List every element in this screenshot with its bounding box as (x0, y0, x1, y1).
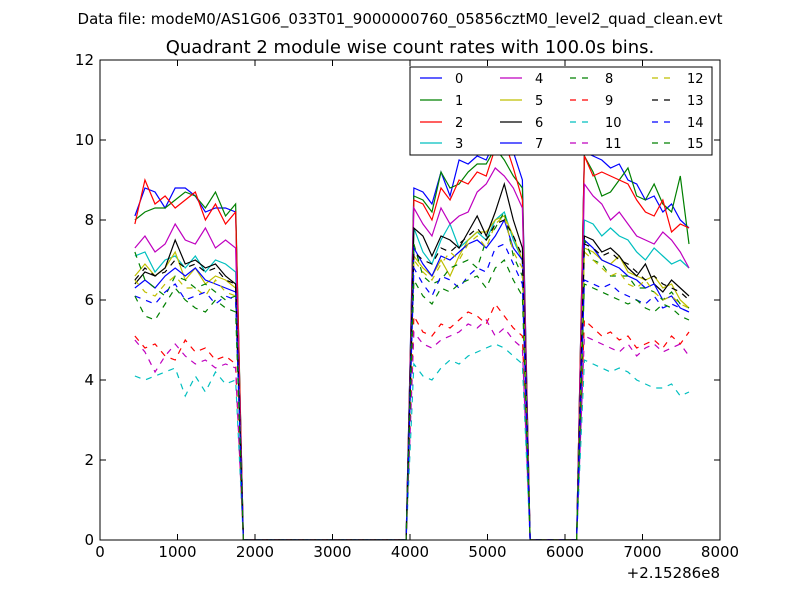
x-tick-label: 8000 (701, 543, 739, 561)
series-line-6 (134, 181, 690, 540)
series-line-7 (134, 218, 690, 540)
series-line-5 (134, 215, 690, 540)
legend-label-2: 2 (455, 116, 463, 131)
legend-label-11: 11 (605, 137, 622, 152)
x-tick-label: 3000 (313, 543, 351, 561)
series-line-9 (134, 302, 690, 540)
chart-title: Quadrant 2 module wise count rates with … (166, 37, 655, 58)
y-tick-label: 6 (84, 291, 94, 309)
y-tick-label: 10 (75, 131, 94, 149)
y-tick-label: 8 (84, 211, 94, 229)
legend-label-5: 5 (535, 94, 543, 109)
legend-label-7: 7 (535, 137, 543, 152)
series-line-13 (134, 219, 690, 540)
series-layer (134, 131, 690, 540)
x-tick-label: 6000 (546, 543, 584, 561)
legend-label-4: 4 (535, 72, 543, 87)
x-offset-label: +2.15286e8 (627, 564, 720, 582)
x-tick-label: 4000 (391, 543, 429, 561)
figure-suptitle: Data file: modeM0/AS1G06_033T01_90000007… (78, 10, 723, 29)
series-line-4 (134, 167, 690, 540)
series-line-2 (134, 138, 690, 540)
legend-label-9: 9 (605, 94, 613, 109)
tick-layer: 0 1000 2000 3000 4000 5000 6000 7000 80000246810… (75, 51, 739, 561)
x-tick-label: 1000 (158, 543, 196, 561)
plot-frame (99, 59, 721, 541)
series-line-1 (134, 146, 690, 540)
x-tick-label: 2000 (236, 543, 274, 561)
series-line-8 (134, 210, 690, 540)
legend-label-14: 14 (687, 116, 704, 131)
series-line-0 (134, 131, 690, 540)
legend-label-8: 8 (605, 72, 613, 87)
legend-label-6: 6 (535, 116, 543, 131)
legend-label-15: 15 (687, 137, 704, 152)
series-line-14 (134, 243, 690, 540)
legend-label-13: 13 (687, 94, 704, 109)
series-line-11 (134, 319, 690, 540)
y-tick-label: 2 (84, 451, 94, 469)
x-tick-label: 0 (95, 543, 105, 561)
y-tick-label: 0 (84, 531, 94, 549)
y-tick-label: 4 (84, 371, 94, 389)
series-line-15 (134, 259, 690, 540)
y-tick-label: 12 (75, 51, 94, 69)
series-line-10 (134, 343, 690, 540)
legend-label-1: 1 (455, 94, 463, 109)
legend-frame (409, 66, 713, 156)
x-tick-label: 7000 (623, 543, 661, 561)
legend-label-0: 0 (455, 72, 463, 87)
legend-label-10: 10 (605, 116, 622, 131)
legend-label-3: 3 (455, 137, 463, 152)
legend-label-12: 12 (687, 72, 704, 87)
x-tick-label: 5000 (468, 543, 506, 561)
